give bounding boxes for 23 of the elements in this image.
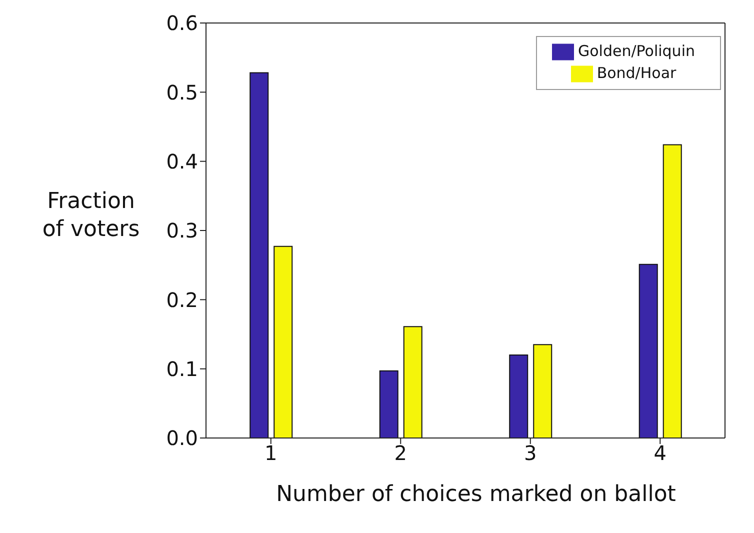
bar: [250, 72, 269, 438]
y-tick-label: 0.3: [166, 218, 198, 243]
y-tick-label: 0.5: [166, 80, 198, 104]
legend-label: Bond/Hoar: [596, 64, 676, 82]
x-tick-label: 1: [264, 441, 278, 466]
bar: [533, 344, 552, 438]
bar: [638, 264, 658, 438]
y-tick-label: 0.4: [166, 149, 198, 174]
bar: [509, 354, 528, 438]
y-tick-label: 0.0: [166, 426, 198, 450]
y-tick-label: 0.2: [166, 288, 198, 312]
x-tick-label: 4: [654, 441, 666, 466]
bar: [379, 370, 398, 438]
y-tick-label: 0.1: [166, 356, 198, 381]
x-tick-label: 2: [394, 441, 407, 466]
bar: [274, 246, 293, 438]
y-axis-title: Fraction of voters: [41, 188, 141, 244]
x-axis-title: Number of choices marked on ballot: [275, 482, 677, 507]
y-tick-label: 0.6: [166, 11, 198, 36]
bar: [662, 144, 682, 438]
legend-label: Golden/Poliquin: [578, 42, 695, 60]
x-tick-label: 3: [524, 441, 537, 466]
bar: [403, 326, 422, 438]
